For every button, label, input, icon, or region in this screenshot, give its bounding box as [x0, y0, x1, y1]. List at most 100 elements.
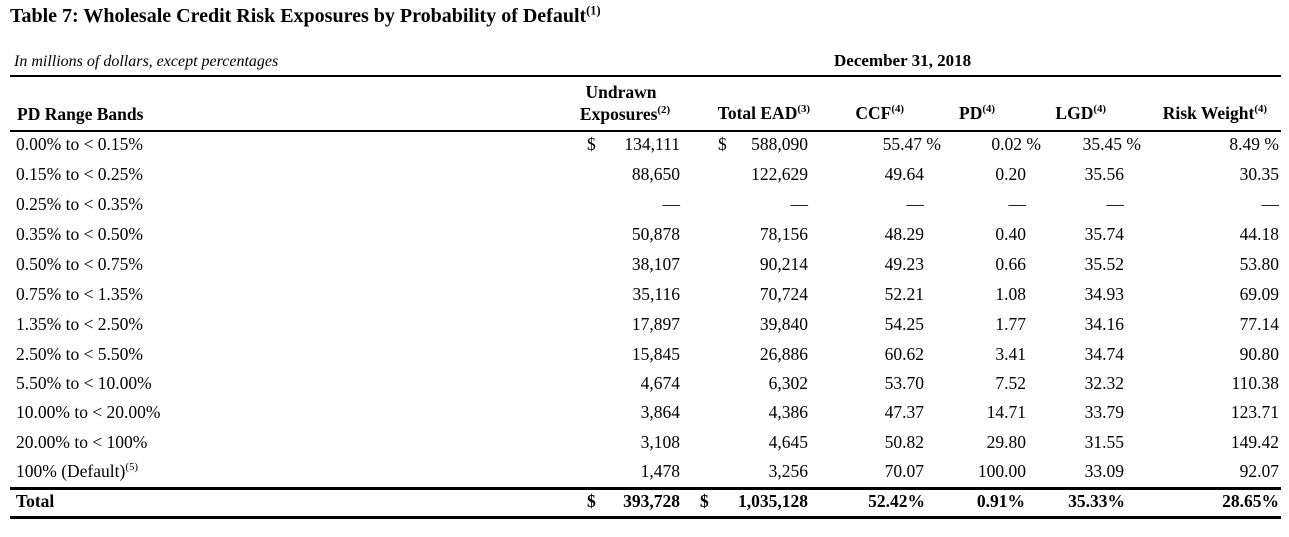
pd-cell: 100.00: [977, 461, 1026, 481]
ead-cell: 6,302: [768, 373, 808, 393]
table-row: 0.15% to < 0.25% 88,650 122,629 49.64 0.…: [0, 164, 1289, 194]
ccf-cell: 50.82: [884, 432, 924, 452]
lgd-cell: 33.79: [1084, 402, 1124, 422]
col-header-pd: PD(4): [959, 103, 995, 123]
units-note: In millions of dollars, except percentag…: [14, 53, 279, 70]
lgd-cell: 34.74: [1084, 344, 1124, 364]
table-row: 100% (Default)(5) 1,478 3,256 70.07 100.…: [0, 461, 1289, 491]
lgd-cell: 35.56: [1084, 164, 1124, 184]
pd-cell: 7.52: [995, 373, 1026, 393]
undrawn-cell: 4,674: [640, 373, 680, 393]
ead-cell: 122,629: [751, 164, 808, 184]
rw-cell: 92.07: [1239, 461, 1279, 481]
undrawn-cell: 3,108: [640, 432, 680, 452]
pd-band-cell: 0.35% to < 0.50%: [16, 224, 144, 244]
pd-cell: 3.41: [995, 344, 1026, 364]
ead-cell: 70,724: [759, 284, 808, 304]
rw-cell: 110.38: [1231, 373, 1279, 393]
undrawn-cell: 17,897: [631, 314, 680, 334]
ead-cell: 3,256: [768, 461, 808, 481]
table-row: 0.00% to < 0.15% $ 134,111 $ 588,090 55.…: [0, 134, 1289, 164]
lgd-cell: 35.74: [1084, 224, 1124, 244]
rw-cell: 77.14: [1239, 314, 1279, 334]
pd-cell: 0.40: [995, 224, 1026, 244]
undrawn-cell: 3,864: [640, 402, 680, 422]
total-label: Total: [16, 491, 55, 511]
pd-band-cell: 0.00% to < 0.15%: [16, 134, 144, 154]
total-row: Total $ 393,728 $ 1,035,128 52.42% 0.91%…: [0, 491, 1289, 521]
ead-cell: 78,156: [759, 224, 808, 244]
total-pd-cell: 0.91%: [976, 491, 1025, 511]
bottom-rule: [10, 516, 1281, 519]
period-header: December 31, 2018: [834, 51, 972, 70]
ead-cell: 588,090: [751, 134, 808, 154]
pd-band-cell: 0.15% to < 0.25%: [16, 164, 144, 184]
pd-band-cell: 0.50% to < 0.75%: [16, 254, 144, 274]
total-lgd-cell: 35.33%: [1068, 491, 1125, 511]
title-footnote: (1): [586, 3, 601, 18]
ead-cell: 39,840: [759, 314, 808, 334]
ead-cell: 90,214: [759, 254, 808, 274]
undrawn-cell: 88,650: [631, 164, 680, 184]
col-header-pd-band: PD Range Bands: [17, 104, 144, 124]
ccf-cell: 70.07: [884, 461, 924, 481]
undrawn-cell: 134,111: [624, 134, 680, 154]
rw-cell: 149.42: [1230, 432, 1279, 452]
col-header-undrawn: Undrawn Exposures(2): [556, 81, 686, 125]
table-row: 20.00% to < 100% 3,108 4,645 50.82 29.80…: [0, 432, 1289, 462]
dollar-sign: $: [587, 134, 596, 154]
undrawn-cell: 38,107: [631, 254, 680, 274]
pd-band-cell: 10.00% to < 20.00%: [16, 402, 161, 422]
table-row: 0.35% to < 0.50% 50,878 78,156 48.29 0.4…: [0, 224, 1289, 254]
ccf-cell: 54.25: [884, 314, 924, 334]
pd-band-cell: 0.25% to < 0.35%: [16, 194, 144, 214]
lgd-cell: 32.32: [1084, 373, 1124, 393]
ccf-cell: 49.64: [884, 164, 924, 184]
pd-cell: 1.77: [995, 314, 1026, 334]
ccf-cell: 47.37: [884, 402, 924, 422]
table-row: 10.00% to < 20.00% 3,864 4,386 47.37 14.…: [0, 402, 1289, 432]
lgd-cell: 35.45 %: [1082, 134, 1141, 154]
footnote-marker: (5): [125, 461, 138, 474]
table-row: 0.25% to < 0.35% — — — — — —: [0, 194, 1289, 224]
pd-cell: 0.20: [995, 164, 1026, 184]
lgd-cell: 34.16: [1084, 314, 1124, 334]
pd-band-cell: 100% (Default)(5): [16, 461, 138, 481]
col-header-undrawn-line2: Exposures(2): [579, 104, 671, 124]
lgd-cell: 35.52: [1084, 254, 1124, 274]
dollar-sign: $: [700, 491, 709, 511]
pd-cell: 0.66: [995, 254, 1026, 274]
lgd-cell: 34.93: [1084, 284, 1124, 304]
ccf-cell: 52.21: [884, 284, 924, 304]
table-row: 5.50% to < 10.00% 4,674 6,302 53.70 7.52…: [0, 373, 1289, 403]
top-rule: [10, 75, 1281, 77]
pd-band-cell: 2.50% to < 5.50%: [16, 344, 144, 364]
total-rw-cell: 28.65%: [1222, 491, 1279, 511]
pd-cell: 1.08: [995, 284, 1026, 304]
total-rule: [10, 487, 1281, 490]
ead-cell: 4,386: [768, 402, 808, 422]
dollar-sign: $: [718, 134, 727, 154]
rw-cell: 69.09: [1239, 284, 1279, 304]
rw-cell: 53.80: [1239, 254, 1279, 274]
col-header-lgd: LGD(4): [1055, 103, 1106, 123]
col-header-undrawn-line1: Undrawn: [585, 82, 657, 102]
ead-cell: 4,645: [768, 432, 808, 452]
undrawn-cell: 1,478: [640, 461, 680, 481]
pd-cell: 14.71: [986, 402, 1026, 422]
rw-cell: 44.18: [1239, 224, 1279, 244]
total-ccf-cell: 52.42%: [868, 491, 925, 511]
undrawn-cell: 15,845: [631, 344, 680, 364]
table-row: 0.50% to < 0.75% 38,107 90,214 49.23 0.6…: [0, 254, 1289, 284]
col-header-total-ead: Total EAD(3): [717, 103, 810, 123]
ccf-cell: 48.29: [884, 224, 924, 244]
total-ead-cell: 1,035,128: [738, 491, 808, 511]
rw-cell: 30.35: [1239, 164, 1279, 184]
pd-band-cell: 20.00% to < 100%: [16, 432, 148, 452]
rw-cell: 123.71: [1230, 402, 1279, 422]
lgd-cell: —: [1106, 194, 1125, 214]
header-rule: [10, 130, 1281, 132]
rw-cell: —: [1261, 194, 1280, 214]
ccf-cell: 55.47 %: [882, 134, 941, 154]
undrawn-cell: —: [662, 194, 681, 214]
